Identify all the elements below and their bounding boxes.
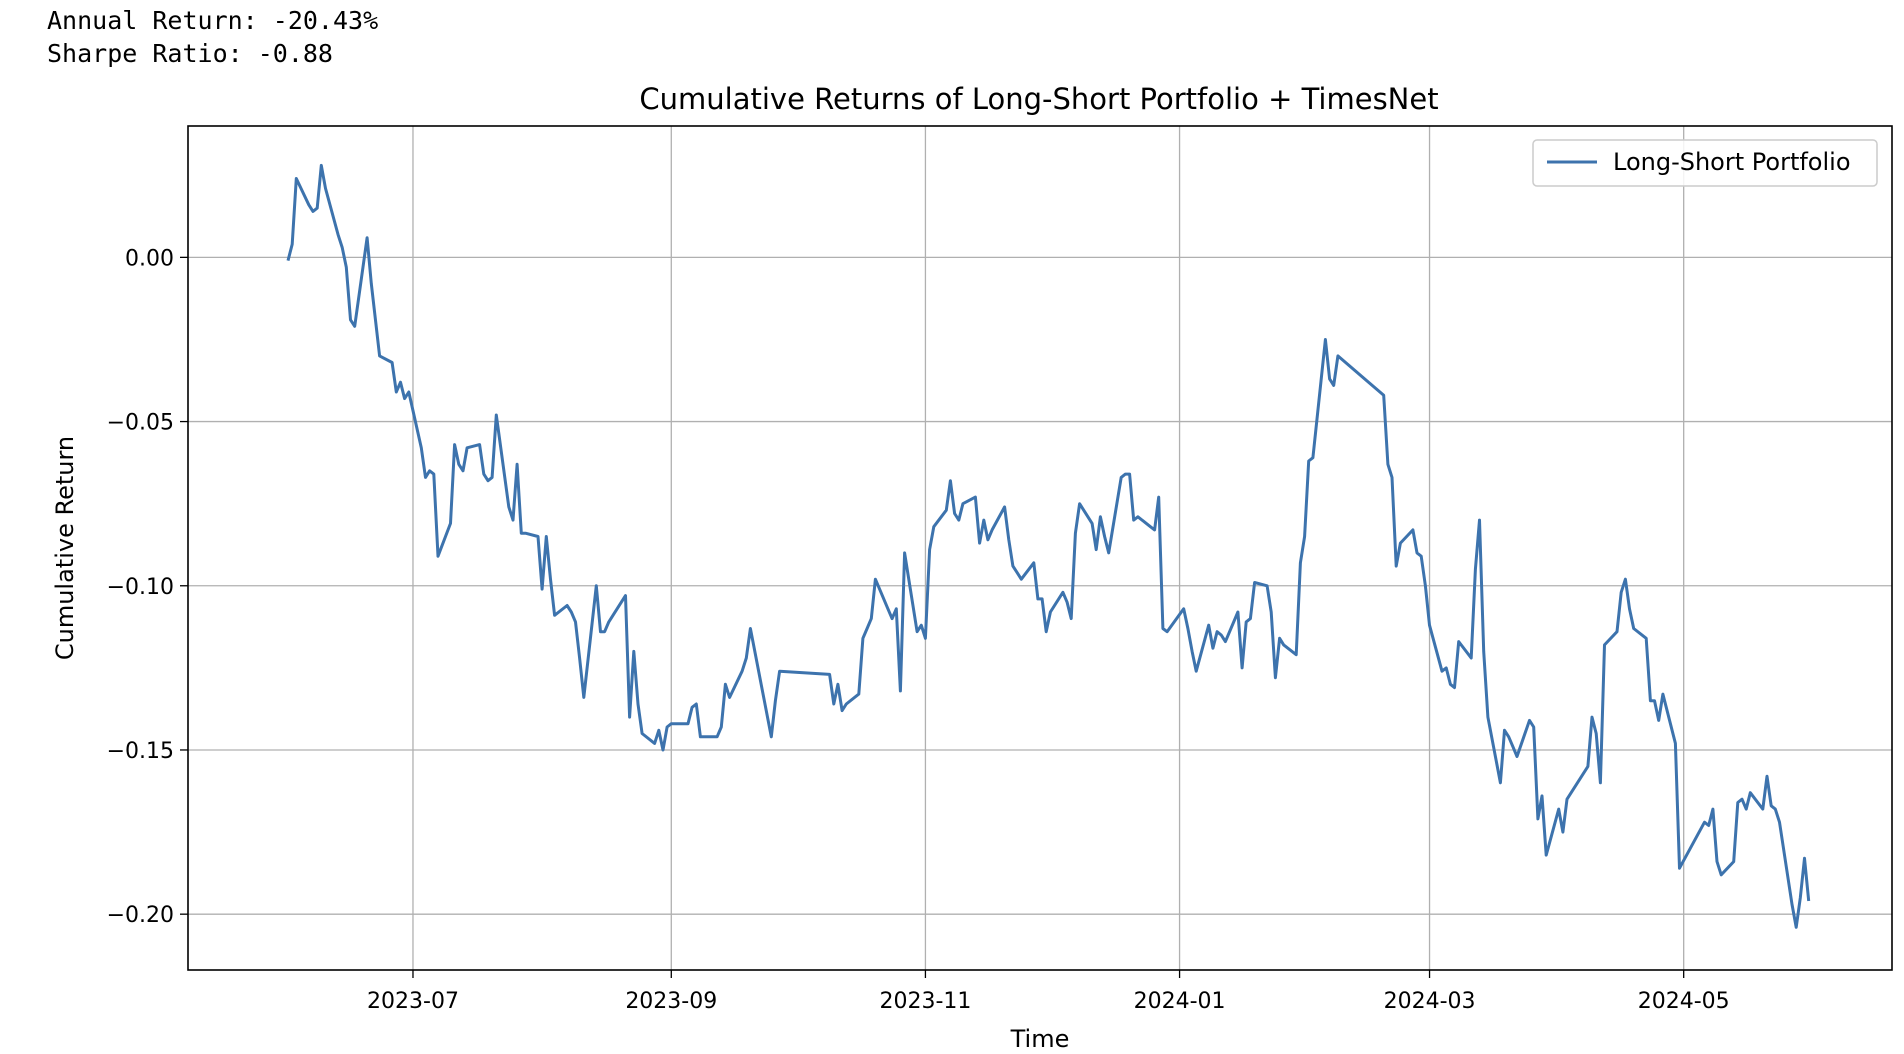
x-tick-label: 2024-03 bbox=[1384, 989, 1476, 1014]
x-tick-label: 2024-01 bbox=[1134, 989, 1226, 1014]
legend: Long-Short Portfolio bbox=[1532, 139, 1878, 187]
x-tick-label: 2023-11 bbox=[879, 989, 971, 1014]
sharpe-ratio-text: Sharpe Ratio: -0.88 bbox=[47, 39, 333, 68]
x-axis-label: Time bbox=[1010, 1025, 1070, 1053]
x-tick-label: 2023-07 bbox=[367, 989, 459, 1014]
y-tick-label: −0.05 bbox=[107, 411, 174, 436]
x-tick-label: 2023-09 bbox=[625, 989, 717, 1014]
series-layer bbox=[286, 163, 1811, 929]
x-tick-label: 2024-05 bbox=[1638, 989, 1730, 1014]
grid bbox=[188, 126, 1892, 970]
chart-title: Cumulative Returns of Long-Short Portfol… bbox=[639, 82, 1438, 116]
axis-ticks: 2023-07 2023-09 2023-11 2024-01 2024-03 2024-… bbox=[107, 246, 1730, 1014]
series-line-long-short-portfolio bbox=[286, 163, 1811, 929]
annual-return-text: Annual Return: -20.43% bbox=[47, 6, 379, 35]
y-tick-label: 0.00 bbox=[125, 246, 174, 271]
y-axis-label: Cumulative Return bbox=[51, 436, 79, 660]
stats-block: Annual Return: -20.43% Sharpe Ratio: -0.8… bbox=[47, 4, 378, 70]
y-tick-label: −0.10 bbox=[107, 575, 174, 600]
y-tick-label: −0.15 bbox=[107, 739, 174, 764]
plot-frame bbox=[187, 125, 1893, 971]
legend-label: Long-Short Portfolio bbox=[1613, 148, 1851, 176]
y-tick-label: −0.20 bbox=[107, 903, 174, 928]
legend-box bbox=[1532, 139, 1878, 187]
